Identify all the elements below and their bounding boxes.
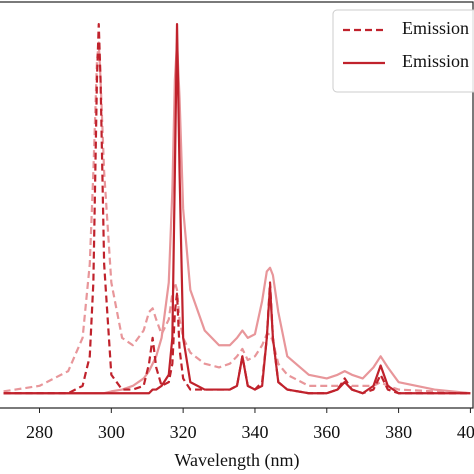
x-tick-label: 380 <box>385 422 412 442</box>
x-axis-label: Wavelength (nm) <box>174 450 299 471</box>
series-line <box>3 41 471 395</box>
plot-frame <box>0 1 474 409</box>
legend-label: Emission <box>402 18 469 38</box>
x-tick-label: 280 <box>26 422 53 442</box>
legend-label: Emission <box>402 51 469 71</box>
series-line <box>3 23 471 395</box>
x-tick-label: 400 <box>457 422 474 442</box>
series-line <box>3 23 471 395</box>
series-line <box>3 41 471 395</box>
x-tick-label: 360 <box>313 422 340 442</box>
x-tick-label: 300 <box>98 422 125 442</box>
x-tick-label: 320 <box>170 422 197 442</box>
x-tick-label: 340 <box>241 422 268 442</box>
